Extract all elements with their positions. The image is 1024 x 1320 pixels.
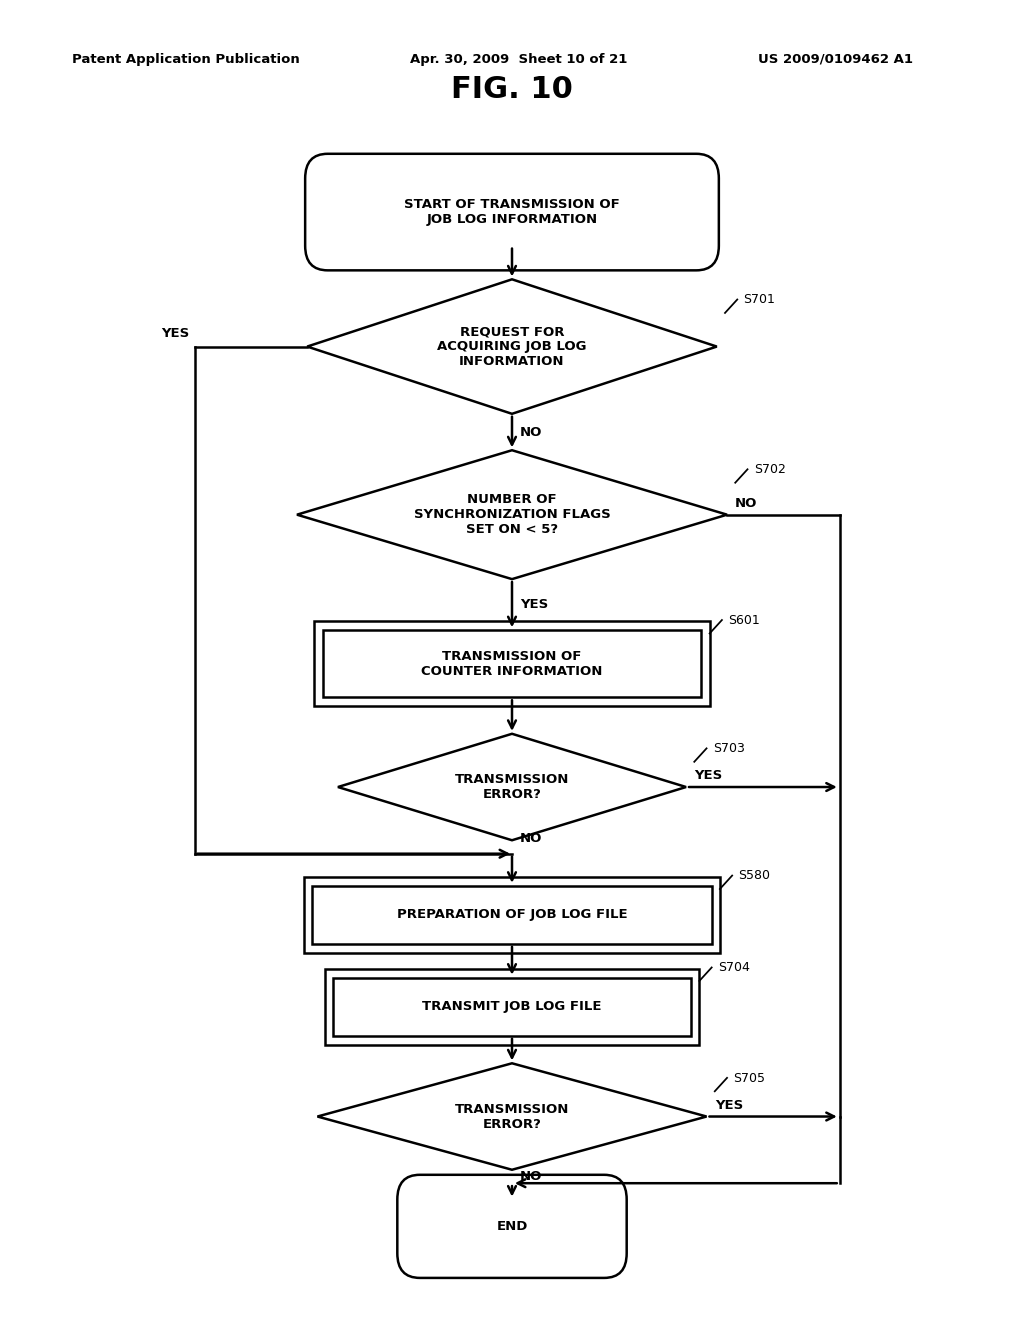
Text: TRANSMISSION
ERROR?: TRANSMISSION ERROR?	[455, 774, 569, 801]
Text: S702: S702	[754, 463, 785, 477]
Text: REQUEST FOR
ACQUIRING JOB LOG
INFORMATION: REQUEST FOR ACQUIRING JOB LOG INFORMATIO…	[437, 325, 587, 368]
Text: YES: YES	[161, 326, 189, 339]
Text: S701: S701	[743, 293, 775, 306]
Bar	[312, 886, 712, 944]
Text: END: END	[497, 1220, 527, 1233]
Bar	[325, 969, 699, 1045]
Bar	[304, 876, 720, 953]
FancyBboxPatch shape	[397, 1175, 627, 1278]
Polygon shape	[317, 1064, 707, 1170]
Text: US 2009/0109462 A1: US 2009/0109462 A1	[758, 53, 912, 66]
Text: TRANSMISSION OF
COUNTER INFORMATION: TRANSMISSION OF COUNTER INFORMATION	[421, 649, 603, 677]
FancyBboxPatch shape	[305, 154, 719, 271]
Text: YES: YES	[715, 1098, 743, 1111]
Polygon shape	[297, 450, 727, 579]
Text: START OF TRANSMISSION OF
JOB LOG INFORMATION: START OF TRANSMISSION OF JOB LOG INFORMA…	[404, 198, 620, 226]
Text: NO: NO	[520, 832, 543, 845]
Text: NUMBER OF
SYNCHRONIZATION FLAGS
SET ON < 5?: NUMBER OF SYNCHRONIZATION FLAGS SET ON <…	[414, 494, 610, 536]
Text: TRANSMIT JOB LOG FILE: TRANSMIT JOB LOG FILE	[422, 1001, 602, 1014]
Polygon shape	[307, 280, 717, 413]
Text: S704: S704	[718, 961, 750, 974]
Text: YES: YES	[694, 770, 723, 783]
Polygon shape	[338, 734, 686, 841]
Text: S601: S601	[728, 614, 760, 627]
Text: NO: NO	[520, 1170, 543, 1183]
Bar	[333, 978, 691, 1036]
Text: FIG. 10: FIG. 10	[451, 75, 573, 104]
Text: TRANSMISSION
ERROR?: TRANSMISSION ERROR?	[455, 1102, 569, 1130]
Text: S580: S580	[738, 870, 770, 882]
Bar	[314, 622, 710, 706]
Text: S705: S705	[733, 1072, 765, 1085]
Text: NO: NO	[735, 496, 758, 510]
Text: YES: YES	[520, 598, 549, 611]
Bar	[323, 630, 701, 697]
Text: Patent Application Publication: Patent Application Publication	[72, 53, 299, 66]
Text: PREPARATION OF JOB LOG FILE: PREPARATION OF JOB LOG FILE	[396, 908, 628, 921]
Text: S703: S703	[713, 742, 744, 755]
Text: Apr. 30, 2009  Sheet 10 of 21: Apr. 30, 2009 Sheet 10 of 21	[410, 53, 627, 66]
Text: NO: NO	[520, 425, 543, 438]
